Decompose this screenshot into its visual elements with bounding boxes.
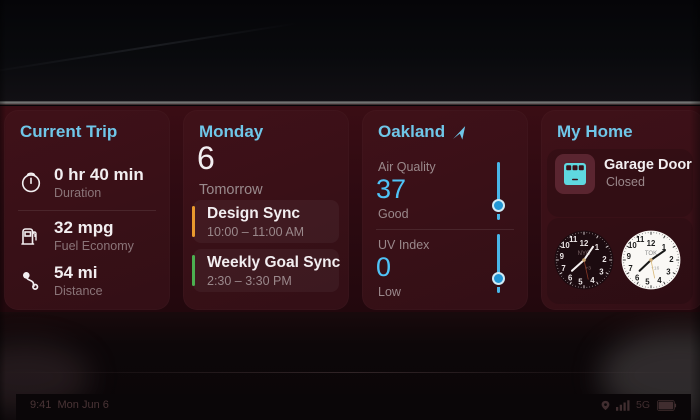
svg-text:12: 12 bbox=[580, 239, 589, 248]
svg-text:11: 11 bbox=[636, 235, 645, 244]
svg-text:7: 7 bbox=[561, 264, 565, 273]
svg-text:7: 7 bbox=[628, 264, 632, 273]
svg-text:9: 9 bbox=[627, 252, 632, 261]
svg-text:4: 4 bbox=[590, 276, 595, 285]
svg-text:3: 3 bbox=[599, 267, 604, 276]
svg-text:2: 2 bbox=[669, 255, 674, 264]
svg-text:9: 9 bbox=[560, 252, 565, 261]
svg-text:3: 3 bbox=[666, 267, 671, 276]
svg-text:4: 4 bbox=[657, 276, 662, 285]
svg-text:6: 6 bbox=[568, 273, 573, 282]
svg-text:5: 5 bbox=[645, 278, 650, 287]
svg-text:5: 5 bbox=[578, 278, 583, 287]
svg-text:12: 12 bbox=[647, 239, 656, 248]
svg-text:1: 1 bbox=[595, 243, 600, 252]
svg-text:11: 11 bbox=[569, 235, 578, 244]
svg-text:6: 6 bbox=[635, 273, 640, 282]
svg-text:2: 2 bbox=[602, 255, 607, 264]
